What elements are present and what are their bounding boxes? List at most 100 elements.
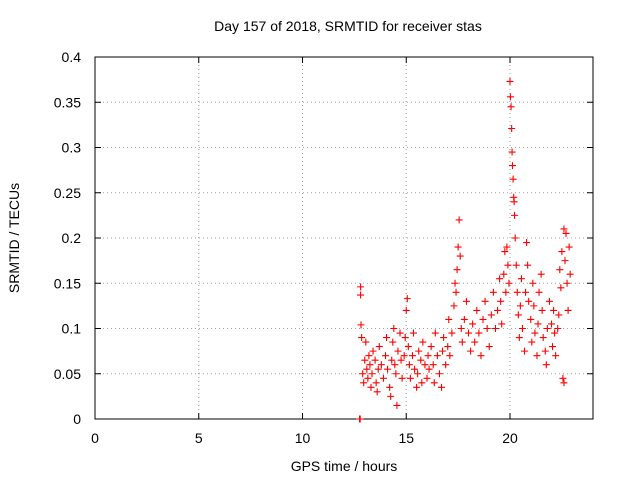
data-point <box>430 379 438 387</box>
y-tick-label: 0.35 <box>54 94 81 110</box>
data-point <box>440 334 448 342</box>
data-point <box>566 270 574 278</box>
data-point <box>501 248 509 256</box>
x-tick-label: 0 <box>91 430 99 446</box>
data-point <box>469 320 477 328</box>
data-point <box>494 306 502 314</box>
data-point <box>479 315 487 323</box>
data-point <box>405 361 413 369</box>
data-point <box>365 352 373 360</box>
data-point <box>413 383 421 391</box>
data-point <box>433 352 441 360</box>
data-point <box>528 338 536 346</box>
data-point <box>435 370 443 378</box>
data-point <box>364 374 372 382</box>
data-point <box>500 270 508 278</box>
data-point <box>362 338 370 346</box>
data-point <box>455 216 463 224</box>
data-point <box>429 361 437 369</box>
data-point <box>509 175 517 183</box>
data-point <box>357 283 365 291</box>
data-point <box>410 329 418 337</box>
data-point <box>425 365 433 373</box>
data-point <box>388 356 396 364</box>
data-point <box>533 352 541 360</box>
data-point <box>391 361 399 369</box>
data-point <box>445 315 453 323</box>
data-point <box>363 365 371 373</box>
data-point <box>439 347 447 355</box>
data-point <box>541 347 549 355</box>
data-point <box>379 374 387 382</box>
data-point <box>397 356 405 364</box>
data-point <box>450 302 458 310</box>
data-point <box>374 365 382 373</box>
ticks-layer: 0 5 10 15 20 0 0.05 0.1 0.15 0.2 0.25 0.3 0.35 0.4 <box>54 49 593 446</box>
data-point <box>371 356 379 364</box>
data-point <box>489 288 497 296</box>
x-tick-label: 15 <box>398 430 414 446</box>
data-point <box>554 325 562 332</box>
y-tick-label: 0.4 <box>62 49 82 65</box>
y-tick-label: 0 <box>73 411 81 427</box>
x-tick-label: 5 <box>195 430 203 446</box>
data-point <box>415 347 423 355</box>
data-point <box>563 279 571 287</box>
x-tick-label: 20 <box>502 430 518 446</box>
data-point <box>359 370 367 378</box>
data-point <box>564 306 572 314</box>
data-point <box>382 352 389 360</box>
chart-title: Day 157 of 2018, SRMTID for receiver sta… <box>214 18 482 34</box>
data-point <box>361 356 369 364</box>
data-point <box>386 383 394 391</box>
data-point <box>453 266 461 274</box>
data-point <box>539 334 547 342</box>
data-point <box>529 279 537 287</box>
data-point <box>560 379 568 387</box>
data-point <box>561 257 569 265</box>
data-point <box>534 320 542 328</box>
data-point <box>508 124 516 132</box>
data-point <box>384 365 392 373</box>
data-point <box>368 370 376 378</box>
data-point <box>402 306 410 314</box>
data-point <box>551 329 559 337</box>
data-point <box>527 315 535 323</box>
data-point <box>517 275 525 283</box>
y-tick-label: 0.3 <box>62 140 82 156</box>
data-point <box>523 239 531 247</box>
data-point <box>451 279 459 287</box>
data-point <box>383 334 391 342</box>
data-point <box>372 379 380 387</box>
data-point <box>462 297 470 305</box>
y-tick-label: 0.15 <box>54 275 81 291</box>
data-point <box>545 297 553 305</box>
data-point <box>414 370 422 378</box>
data-point <box>531 329 539 337</box>
data-point <box>408 352 416 360</box>
data-point <box>357 291 365 299</box>
data-point <box>485 343 493 351</box>
data-point <box>400 352 408 360</box>
data-point <box>525 297 533 305</box>
data-point <box>392 370 400 378</box>
data-point <box>389 338 397 346</box>
x-tick-label: 10 <box>295 430 311 446</box>
data-point <box>356 415 364 423</box>
data-point <box>456 252 464 260</box>
y-tick-label: 0.25 <box>54 185 81 201</box>
data-point <box>375 343 383 351</box>
data-point <box>465 329 472 337</box>
data-point <box>367 383 375 391</box>
data-point <box>565 243 573 251</box>
data-point <box>537 270 545 278</box>
data-point <box>373 388 381 396</box>
data-point <box>404 343 412 351</box>
data-point <box>487 311 495 319</box>
data-point <box>438 383 446 391</box>
data-point <box>496 275 504 283</box>
data-point <box>555 311 563 319</box>
data-point <box>542 361 550 369</box>
data-point <box>424 352 432 360</box>
